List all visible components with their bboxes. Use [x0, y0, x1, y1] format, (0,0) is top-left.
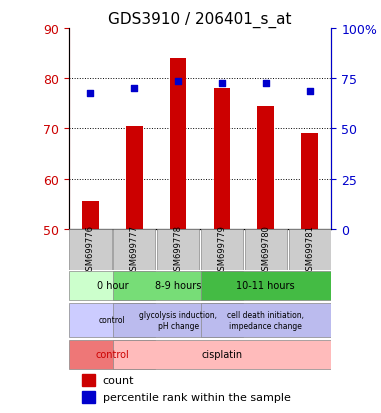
Bar: [82, 374, 95, 386]
Point: [87, 91, 94, 97]
Text: control: control: [99, 316, 126, 325]
Title: GDS3910 / 206401_s_at: GDS3910 / 206401_s_at: [108, 12, 292, 28]
Text: GSM699776: GSM699776: [86, 224, 95, 275]
Point: [175, 78, 181, 85]
Point: [306, 88, 312, 95]
Bar: [157, 229, 199, 270]
Point: [131, 86, 138, 93]
Bar: [113, 340, 331, 369]
Point: [263, 81, 269, 87]
Bar: [113, 229, 155, 270]
Bar: [258, 107, 274, 229]
Text: GSM699779: GSM699779: [218, 224, 226, 275]
Bar: [245, 229, 287, 270]
Bar: [288, 229, 331, 270]
Text: cisplatin: cisplatin: [202, 350, 242, 360]
Text: count: count: [103, 375, 134, 385]
Point: [219, 81, 225, 87]
Text: 8-9 hours: 8-9 hours: [155, 281, 201, 291]
Bar: [201, 229, 243, 270]
Text: GSM699778: GSM699778: [174, 224, 182, 275]
Bar: [82, 202, 99, 229]
Text: GSM699780: GSM699780: [261, 224, 270, 275]
Text: 10-11 hours: 10-11 hours: [237, 281, 295, 291]
Text: GSM699777: GSM699777: [130, 224, 139, 275]
Bar: [301, 134, 318, 229]
Bar: [201, 271, 331, 300]
Bar: [170, 59, 186, 229]
Bar: [69, 303, 155, 337]
Bar: [214, 89, 230, 229]
Text: cell death initiation,
impedance change: cell death initiation, impedance change: [227, 311, 304, 330]
Text: GSM699781: GSM699781: [305, 224, 314, 275]
Text: control: control: [96, 350, 129, 360]
Bar: [69, 229, 112, 270]
Bar: [69, 271, 155, 300]
Bar: [113, 303, 243, 337]
Bar: [201, 303, 331, 337]
Text: percentile rank within the sample: percentile rank within the sample: [103, 392, 291, 402]
Bar: [126, 127, 142, 229]
Text: glycolysis induction,
pH change: glycolysis induction, pH change: [139, 311, 217, 330]
Bar: [113, 271, 243, 300]
Text: 0 hour: 0 hour: [96, 281, 128, 291]
Bar: [69, 340, 155, 369]
Bar: [82, 391, 95, 403]
